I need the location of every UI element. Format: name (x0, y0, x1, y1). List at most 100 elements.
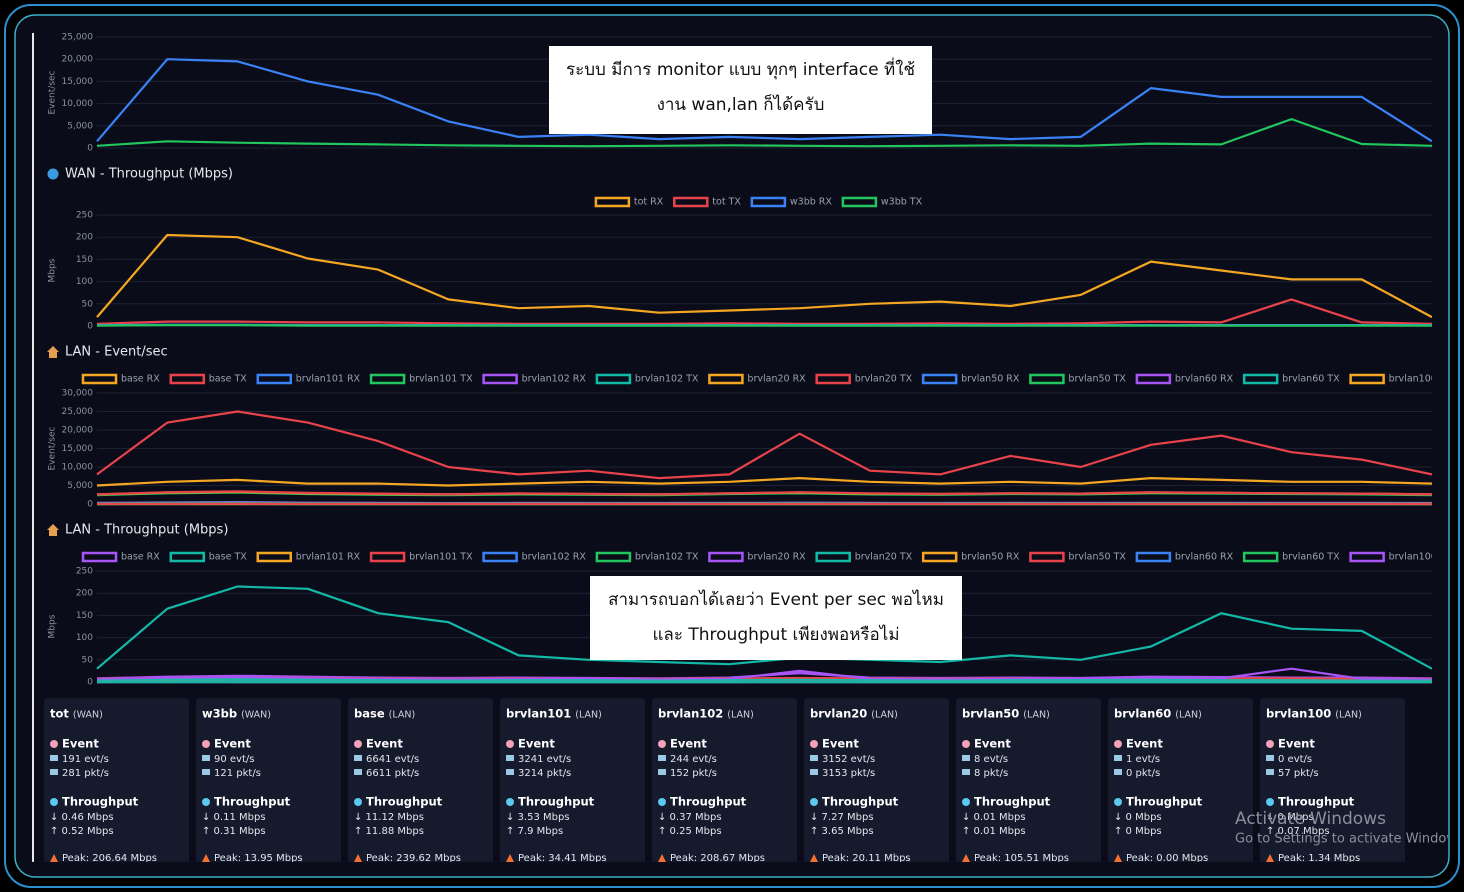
peak-icon (50, 854, 58, 862)
y-tick-label: 50 (82, 655, 94, 665)
legend-item: brvlan50 TX (1029, 374, 1126, 385)
legend-item: tot TX (673, 197, 741, 208)
legend-swatch (921, 373, 958, 385)
pkt-rate: 8 pkt/s (974, 768, 1008, 779)
series-line (96, 298, 1432, 325)
card-bg (1108, 698, 1253, 862)
legend-label: brvlan102 TX (635, 552, 699, 563)
series-line (96, 667, 1432, 681)
legend-label: brvlan100 RX (1389, 374, 1454, 385)
annotation-box (549, 46, 932, 134)
legend-swatch (595, 373, 632, 385)
throughput-icon (1266, 798, 1274, 806)
series-line (96, 477, 1432, 487)
legend-swatch (369, 551, 406, 563)
card-name: brvlan101 (506, 707, 571, 721)
legend-item: brvlan20 RX (708, 374, 806, 385)
legend-label: brvlan101 TX (409, 374, 473, 385)
y-tick-label: 10,000 (62, 463, 94, 473)
event-icon (962, 740, 970, 748)
throughput-label: Throughput (974, 795, 1051, 809)
throughput-label: Throughput (1126, 795, 1203, 809)
legend-label: brvlan101 TX (409, 552, 473, 563)
card-tag: (LAN) (575, 710, 602, 721)
annotation-text: และ Throughput เพียงพอหรือไม่ (652, 624, 899, 645)
legend-label: brvlan60 TX (1282, 374, 1340, 385)
evt-rate: 8 evt/s (974, 754, 1008, 765)
evt-icon (1266, 755, 1274, 761)
card-bg (44, 698, 189, 862)
throughput-icon (962, 798, 970, 806)
throughput-icon (50, 798, 58, 806)
legend-label: brvlan101 RX (296, 374, 361, 385)
legend-item: base RX (81, 374, 160, 385)
event-label: Event (974, 737, 1011, 751)
peak: Peak: 105.51 Mbps (974, 853, 1069, 864)
legend-item: brvlan102 TX (595, 552, 699, 563)
chart-title: LAN - Event/sec (65, 345, 168, 360)
legend-label: brvlan50 RX (961, 374, 1020, 385)
interface-card: brvlan20 (LAN) Event 3152 evt/s 3153 pkt/s Th… (804, 698, 949, 864)
legend-swatch (841, 196, 878, 208)
legend-swatch (1135, 373, 1172, 385)
legend-item: brvlan20 TX (815, 551, 913, 563)
series-line (96, 118, 1432, 148)
pkt-icon (1266, 769, 1274, 775)
legend-swatch (921, 551, 958, 563)
legend-item: brvlan101 RX (256, 374, 361, 385)
pkt-rate: 0 pkt/s (1126, 768, 1160, 779)
event-label: Event (1126, 737, 1163, 751)
legend-swatch (1135, 551, 1172, 563)
up-rate: ↑ 0.31 Mbps (202, 826, 266, 837)
legend-item: base TX (169, 552, 247, 563)
pkt-rate: 6611 pkt/s (366, 768, 419, 779)
legend-swatch (81, 551, 118, 563)
card-bg (804, 698, 949, 862)
peak-icon (1114, 854, 1122, 862)
annotation-box (590, 576, 962, 660)
interface-card: brvlan50 (LAN) Event 8 evt/s 8 pkt/s Throughp… (956, 698, 1101, 864)
card-bg (348, 698, 493, 862)
y-tick-label: 15,000 (62, 77, 94, 87)
event-icon (354, 740, 362, 748)
pkt-rate: 57 pkt/s (1278, 768, 1319, 779)
legend: base RX base TX brvlan101 RX brvlan101 TX br… (81, 373, 1454, 385)
card-tag: (LAN) (1335, 710, 1362, 721)
legend-label: brvlan60 RX (1175, 374, 1234, 385)
legend-swatch (815, 551, 851, 563)
throughput-label: Throughput (1278, 795, 1355, 809)
peak-icon (658, 854, 666, 862)
y-tick-label: 100 (76, 633, 93, 643)
pkt-icon (202, 769, 210, 775)
down-rate: ↓ 7.27 Mbps (810, 812, 874, 823)
legend-item: base RX (81, 551, 160, 563)
legend-item: brvlan50 RX (921, 373, 1020, 385)
interface-card: w3bb (WAN) Event 90 evt/s 121 pkt/s Throughpu… (196, 698, 341, 862)
legend-label: brvlan102 RX (522, 374, 587, 385)
card-name: brvlan100 (1266, 707, 1331, 721)
event-icon (810, 740, 818, 748)
legend-item: brvlan101 TX (369, 374, 473, 385)
legend-swatch (1242, 373, 1279, 385)
series-line (96, 410, 1432, 480)
legend-item: brvlan20 RX (708, 552, 806, 563)
legend-label: brvlan102 RX (522, 552, 587, 563)
legend-label: brvlan20 RX (747, 374, 806, 385)
y-tick-label: 50 (82, 299, 94, 309)
card-tag: (LAN) (871, 710, 898, 721)
peak: Peak: 20.11 Mbps (822, 853, 911, 864)
legend: tot RX tot TX w3bb RX w3bb TX (594, 196, 923, 208)
peak: Peak: 34.41 Mbps (518, 853, 607, 864)
legend-item: brvlan20 TX (815, 374, 913, 385)
card-name: tot (50, 707, 69, 721)
legend-swatch (482, 373, 518, 385)
peak-icon (202, 854, 210, 862)
evt-icon (658, 755, 666, 761)
legend-label: brvlan50 RX (961, 552, 1020, 563)
throughput-icon (202, 798, 210, 806)
peak-icon (506, 854, 514, 862)
pkt-rate: 121 pkt/s (214, 768, 261, 779)
y-tick-label: 0 (87, 144, 93, 154)
evt-rate: 3241 evt/s (518, 754, 571, 765)
